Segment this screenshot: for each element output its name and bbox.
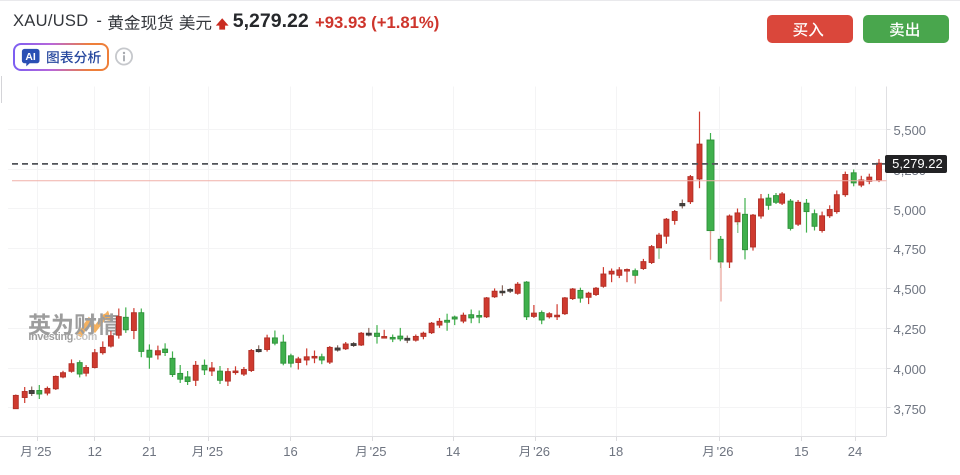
svg-text:AI: AI: [25, 52, 36, 63]
